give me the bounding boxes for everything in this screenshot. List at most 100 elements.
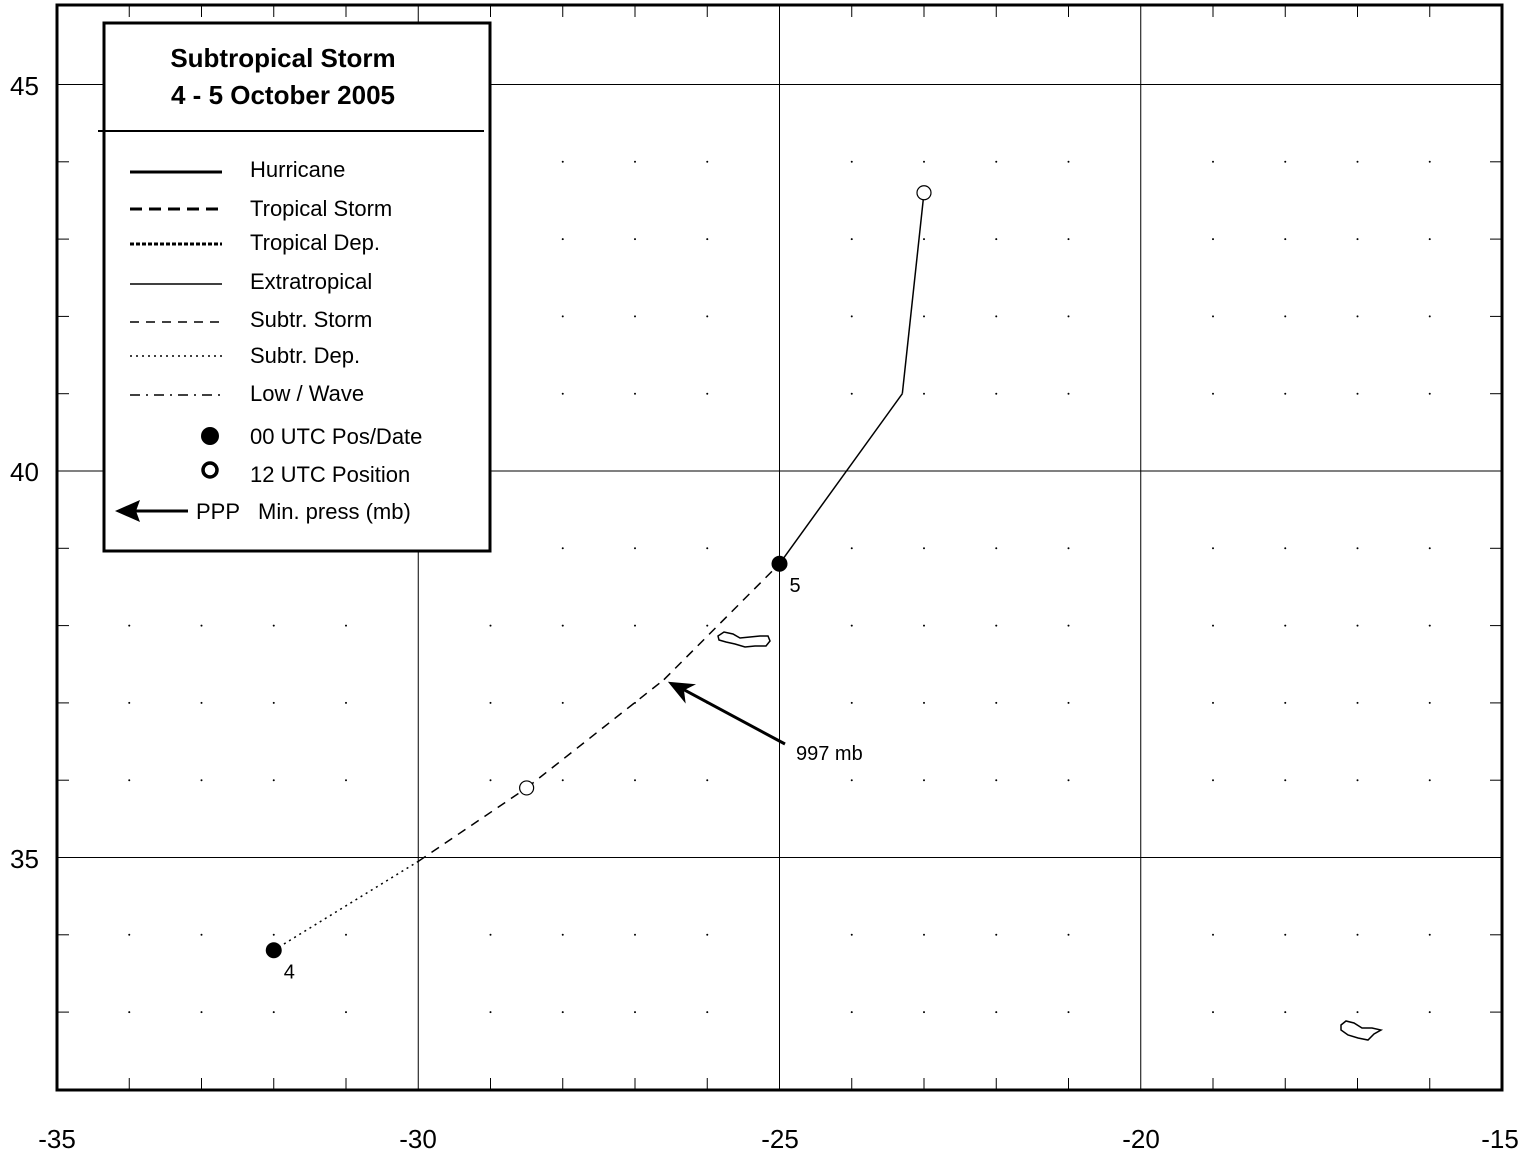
grid-dot xyxy=(634,315,636,318)
grid-dot xyxy=(706,933,709,936)
grid-dot xyxy=(1284,624,1287,627)
y-tick-label: 45 xyxy=(10,71,39,101)
x-tick-label: -25 xyxy=(761,1124,799,1154)
grid-dot xyxy=(1284,160,1287,163)
legend-label-00utc: 00 UTC Pos/Date xyxy=(250,424,422,449)
grid-dot xyxy=(200,1011,203,1014)
grid-dot xyxy=(995,624,998,627)
grid-dot xyxy=(706,238,709,241)
grid-dot xyxy=(995,160,998,163)
grid-dot xyxy=(1356,547,1359,550)
grid-dot xyxy=(1067,779,1070,782)
grid-dot xyxy=(1428,392,1431,395)
grid-dot xyxy=(1356,933,1359,936)
grid-dot xyxy=(1284,779,1287,782)
axis-ticks xyxy=(57,5,1502,1090)
grid-dot xyxy=(995,315,998,318)
grid-dot xyxy=(1428,1011,1431,1014)
legend-label-12utc: 12 UTC Position xyxy=(250,462,410,487)
grid-dot xyxy=(634,238,636,241)
grid-dot xyxy=(1212,547,1214,550)
grid-dot xyxy=(923,547,925,550)
grid-dot xyxy=(561,160,564,163)
x-tick-label: -35 xyxy=(38,1124,76,1154)
grid-dot xyxy=(634,547,636,550)
grid-dot xyxy=(200,933,203,936)
grid-dot xyxy=(634,933,636,936)
grid-dot xyxy=(561,547,564,550)
grid-dot xyxy=(1067,392,1070,395)
grid-dot xyxy=(634,1011,636,1014)
grid-dot xyxy=(1212,933,1214,936)
grid-dot xyxy=(1356,315,1359,318)
track-segment-subtr-storm xyxy=(526,679,665,789)
grid-dot xyxy=(345,1011,347,1014)
grid-dot xyxy=(272,779,275,782)
grid-dot xyxy=(995,1011,998,1014)
grid-dot xyxy=(1356,624,1359,627)
legend-label-subtr-storm: Subtr. Storm xyxy=(250,307,372,332)
min-pressure-arrow xyxy=(683,688,786,746)
grid-dot xyxy=(1284,547,1287,550)
grid-dot xyxy=(1428,779,1431,782)
grid-dot xyxy=(128,1011,131,1014)
grid-dot xyxy=(345,779,347,782)
grid-dot xyxy=(1212,238,1214,241)
grid-dot xyxy=(561,779,564,782)
grid-dot xyxy=(1067,238,1070,241)
grid-dot xyxy=(995,392,998,395)
grid-dot xyxy=(995,547,998,550)
min-pressure-label: 997 mb xyxy=(796,743,863,765)
grid-dot xyxy=(634,624,636,627)
y-tick-label: 35 xyxy=(10,844,39,874)
grid-dot xyxy=(1356,160,1359,163)
grid-dot xyxy=(1428,701,1431,704)
grid-dot xyxy=(1356,779,1359,782)
grid-dot xyxy=(1428,238,1431,241)
grid-dot xyxy=(1212,315,1214,318)
grid-dot xyxy=(850,779,853,782)
position-12utc-marker xyxy=(519,780,535,796)
grid-dot xyxy=(489,933,492,936)
grid-dot xyxy=(1356,1011,1359,1014)
grid-dot xyxy=(634,160,636,163)
date-label: 4 xyxy=(284,961,295,983)
grid-dot xyxy=(1428,160,1431,163)
grid-dot xyxy=(561,701,564,704)
grid-dot xyxy=(923,701,925,704)
grid-dot xyxy=(489,1011,492,1014)
grid-dot xyxy=(1284,238,1287,241)
x-tick-label: -20 xyxy=(1122,1124,1160,1154)
grid-dot xyxy=(850,1011,853,1014)
legend-label-extratropical: Extratropical xyxy=(250,269,372,294)
grid-dot xyxy=(1356,238,1359,241)
position-00utc-marker xyxy=(771,555,788,572)
grid-dot xyxy=(850,624,853,627)
legend-label-subtr-dep: Subtr. Dep. xyxy=(250,343,360,368)
grid-dot xyxy=(1067,315,1070,318)
grid-dot xyxy=(1284,1011,1287,1014)
grid-dot xyxy=(850,160,853,163)
grid-dot xyxy=(345,624,347,627)
date-label: 5 xyxy=(790,575,801,597)
grid-dot xyxy=(850,392,853,395)
grid-dot xyxy=(634,392,636,395)
grid-dot xyxy=(850,315,853,318)
position-00utc-marker xyxy=(265,942,282,959)
legend-title-line2: 4 - 5 October 2005 xyxy=(171,80,395,110)
grid-dot xyxy=(128,933,131,936)
grid-dot xyxy=(1428,315,1431,318)
grid-dot xyxy=(272,624,275,627)
grid-dot xyxy=(272,1011,275,1014)
grid-dot xyxy=(923,624,925,627)
legend-marker-00utc xyxy=(201,427,219,445)
grid-dot xyxy=(706,1011,709,1014)
grid-dot xyxy=(634,701,636,704)
grid-dot xyxy=(923,779,925,782)
grid-dot xyxy=(1067,1011,1070,1014)
track-segment-subtr-dep xyxy=(273,860,419,951)
grid-dot xyxy=(923,315,925,318)
grid-dot xyxy=(200,701,203,704)
grid-dot xyxy=(345,701,347,704)
